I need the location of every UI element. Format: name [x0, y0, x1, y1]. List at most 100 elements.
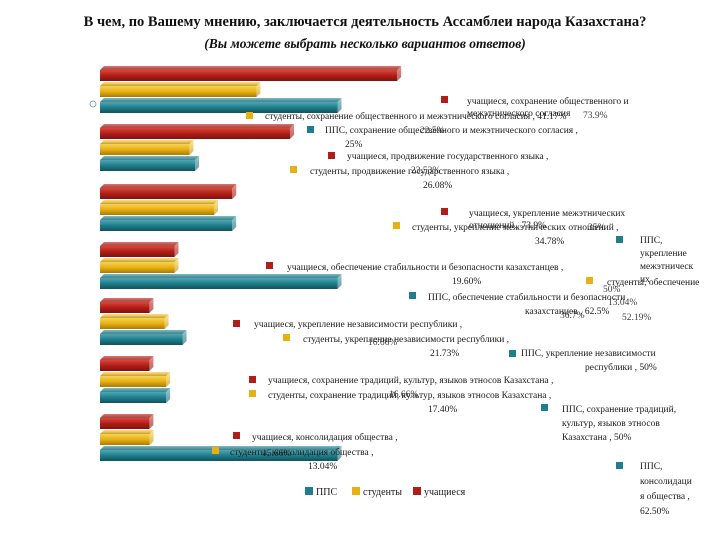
- data-label-5: студенты, продвижение государственного я…: [310, 167, 509, 191]
- bar-front-face: [100, 220, 233, 231]
- bar-top-face: [100, 98, 342, 102]
- bar-ППС-4: [100, 274, 342, 289]
- data-label-7: студенты, укрепление межэтнических отнош…: [412, 222, 619, 247]
- data-label-line: консолидаци: [640, 477, 692, 487]
- bar-top-face: [100, 66, 402, 70]
- bar-end-face: [232, 216, 237, 231]
- legend-item-ППС: ППС: [305, 487, 337, 498]
- bar-top-face: [100, 414, 154, 418]
- bar-top-face: [100, 298, 154, 302]
- data-label-line: межэтнического согласия: [467, 109, 571, 119]
- bar-end-face: [397, 66, 402, 81]
- data-label-line: учащиеся, продвижение государственного я…: [347, 152, 548, 162]
- overlapping-value-3: 22.5%: [420, 126, 445, 136]
- data-label-line: учащиеся, обеспечение стабильности и без…: [287, 262, 563, 273]
- label-marker-ППС-20: [616, 462, 623, 469]
- data-label-19: студенты, консолидация общества , 13.04%: [230, 447, 373, 472]
- legend-swatch: [413, 487, 421, 495]
- data-label-line: учащиеся, укрепление межэтнических: [469, 209, 625, 219]
- data-label-line: ППС, сохранение традиций,: [562, 404, 676, 415]
- bar-front-face: [100, 102, 338, 113]
- bar-top-face: [100, 446, 342, 450]
- data-label-16: студенты, сохранение традиций, культур, …: [268, 390, 551, 415]
- data-label-line: ППС, обеспечение стабильности и безопасн…: [428, 292, 625, 303]
- label-marker-студенты-7: [393, 222, 400, 229]
- data-label-10: студенты, обеспечение: [607, 277, 699, 288]
- bar-end-face: [214, 200, 218, 215]
- label-marker-учащиеся-6: [441, 208, 448, 215]
- data-label-3: ППС, сохранение общественного и межэтнич…: [325, 125, 578, 150]
- bar-front-face: [100, 318, 165, 329]
- legend-swatch: [305, 487, 313, 495]
- data-label-line: ППС, укрепление независимости: [521, 349, 656, 359]
- label-marker-ППС-11: [409, 292, 416, 299]
- label-marker-студенты-5: [290, 166, 297, 173]
- data-label-14: ППС, укрепление независимости республики …: [521, 349, 657, 373]
- bar-front-face: [100, 360, 150, 371]
- data-label-line: казахстанцев , 62.5%: [525, 307, 609, 317]
- bar-front-face: [100, 434, 150, 445]
- data-label-4: учащиеся, продвижение государственного я…: [347, 152, 548, 162]
- data-label-6: учащиеся, укрепление межэтнических отноше…: [469, 209, 625, 231]
- data-label-line: Казахстана , 50%: [562, 433, 631, 443]
- bar-студенты-7: [100, 430, 154, 445]
- bar-top-face: [100, 372, 171, 376]
- label-marker-учащиеся-15: [249, 376, 256, 383]
- label-marker-учащиеся-18: [233, 432, 240, 439]
- data-label-line: студенты, обеспечение: [607, 277, 699, 288]
- bar-end-face: [149, 414, 154, 429]
- label-marker-учащиеся-9: [266, 262, 273, 269]
- bar-top-face: [100, 330, 187, 334]
- bar-top-face: [100, 242, 179, 246]
- bar-front-face: [100, 70, 398, 81]
- bar-учащиеся-3: [100, 184, 237, 199]
- data-labels-layer: учащиеся, сохранение общественного и межэ…: [230, 96, 699, 517]
- data-label-line: студенты, сохранение традиций, культур, …: [268, 390, 551, 401]
- bar-end-face: [174, 242, 179, 257]
- data-label-line: я общества ,: [640, 491, 690, 502]
- bar-end-face: [182, 330, 187, 345]
- label-marker-ППС-3: [307, 126, 314, 133]
- bar-end-face: [195, 156, 199, 171]
- bar-end-face: [189, 140, 194, 155]
- label-marker-учащиеся-1: [441, 96, 448, 103]
- bar-top-face: [100, 184, 237, 188]
- data-label-line: ППС, сохранение общественного и межэтнич…: [325, 125, 578, 136]
- legend: ППС студенты учащиеся: [305, 487, 466, 498]
- data-label-17: ППС, сохранение традиций, культур, языков…: [562, 404, 676, 443]
- data-label-18: учащиеся, консолидация общества ,: [252, 432, 398, 443]
- bar-студенты-3: [100, 200, 218, 215]
- label-marker-студенты-19: [212, 447, 219, 454]
- data-label-line: студенты, укрепление независимости респу…: [303, 334, 509, 345]
- bar-ППС-3: [100, 216, 237, 231]
- bar-end-face: [149, 430, 154, 445]
- data-label-line: их: [640, 275, 650, 285]
- data-label-line: 21.73%: [430, 349, 459, 359]
- bar-top-face: [100, 274, 342, 278]
- bar-учащиеся-5: [100, 298, 154, 313]
- overlapping-value-7: 52.19%: [622, 313, 651, 323]
- bars-layer: [89, 66, 402, 461]
- data-label-line: учащиеся, сохранение традиций, культур, …: [268, 375, 553, 386]
- data-label-line: укрепление: [640, 249, 687, 259]
- bar-end-face: [174, 258, 179, 273]
- data-label-line: 25%: [345, 140, 363, 150]
- bar-top-face: [100, 200, 218, 204]
- overlapping-value-2: 23.53%: [411, 166, 440, 176]
- bar-end-face: [166, 372, 171, 387]
- legend-label: студенты: [363, 487, 402, 498]
- bar-top-face: [100, 388, 171, 392]
- label-marker-ППС-14: [509, 350, 516, 357]
- bar-front-face: [100, 144, 190, 155]
- data-label-1: учащиеся, сохранение общественного и межэ…: [467, 96, 629, 119]
- data-label-line: 13.04%: [308, 462, 337, 472]
- data-label-line: студенты, укрепление межэтнических отнош…: [412, 222, 619, 233]
- bar-top-face: [100, 430, 154, 434]
- bar-top-face: [100, 156, 199, 160]
- bar-студенты-5: [100, 314, 169, 329]
- bar-учащиеся-2: [100, 124, 294, 139]
- bar-end-face: [337, 446, 342, 461]
- overlapping-value-6: 36.7%: [560, 311, 585, 321]
- legend-swatch: [352, 487, 360, 495]
